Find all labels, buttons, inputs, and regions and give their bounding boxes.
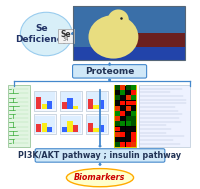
Bar <box>115 127 120 132</box>
Bar <box>120 127 125 132</box>
Bar <box>35 92 55 109</box>
Bar <box>120 85 125 90</box>
Text: Se
Deficiency: Se Deficiency <box>15 24 68 44</box>
Bar <box>62 102 67 109</box>
Ellipse shape <box>20 12 72 56</box>
Bar <box>131 127 136 132</box>
Bar <box>73 6 185 60</box>
Bar <box>115 142 120 147</box>
Bar <box>115 137 120 142</box>
Bar <box>88 99 93 109</box>
Bar <box>36 124 41 132</box>
Bar <box>120 142 125 147</box>
Bar <box>131 121 136 126</box>
Bar <box>88 123 93 132</box>
Bar <box>131 116 136 121</box>
Bar <box>131 111 136 116</box>
Bar <box>115 121 120 126</box>
Bar <box>93 128 99 132</box>
Bar <box>67 98 73 109</box>
Bar <box>131 101 136 105</box>
Text: PI3K/AKT pathway ; insulin pathway: PI3K/AKT pathway ; insulin pathway <box>18 151 182 160</box>
FancyBboxPatch shape <box>58 29 74 43</box>
Bar <box>126 127 131 132</box>
Bar <box>115 132 120 137</box>
Bar <box>115 106 120 111</box>
Bar <box>61 116 81 133</box>
Bar <box>126 132 131 137</box>
Bar <box>34 114 56 134</box>
Text: Proteome: Proteome <box>85 67 134 76</box>
Bar <box>120 137 125 142</box>
Circle shape <box>108 9 129 30</box>
Bar <box>120 95 125 100</box>
Bar <box>115 90 120 95</box>
Bar <box>115 85 120 90</box>
Bar <box>114 85 136 147</box>
FancyBboxPatch shape <box>73 65 147 78</box>
Bar <box>60 114 82 134</box>
Bar <box>126 101 131 105</box>
Bar <box>73 47 185 60</box>
Bar <box>87 92 107 109</box>
Bar <box>120 121 125 126</box>
Bar <box>126 137 131 142</box>
Bar <box>73 106 78 109</box>
Bar <box>87 116 107 133</box>
Bar <box>99 100 104 109</box>
Bar <box>120 132 125 137</box>
Bar <box>126 90 131 95</box>
Bar <box>126 95 131 100</box>
Bar <box>115 101 120 105</box>
Text: 34: 34 <box>63 37 69 42</box>
Bar <box>131 106 136 111</box>
Bar <box>135 33 185 60</box>
Bar <box>126 121 131 126</box>
Bar <box>42 123 47 132</box>
Bar <box>131 90 136 95</box>
Bar <box>126 142 131 147</box>
Ellipse shape <box>66 169 134 187</box>
Bar <box>115 95 120 100</box>
Bar <box>131 95 136 100</box>
Bar <box>73 6 185 60</box>
Bar <box>131 142 136 147</box>
Bar <box>131 132 136 137</box>
Bar <box>115 116 120 121</box>
Bar <box>120 90 125 95</box>
Bar <box>93 105 99 109</box>
Bar <box>126 116 131 121</box>
Bar <box>126 106 131 111</box>
Bar <box>35 116 55 133</box>
Bar <box>131 85 136 90</box>
Bar <box>86 114 108 134</box>
Bar <box>61 92 81 109</box>
Bar <box>131 137 136 142</box>
Text: Biomarkers: Biomarkers <box>74 173 126 182</box>
Bar <box>126 85 131 90</box>
Bar <box>120 106 125 111</box>
Bar <box>120 116 125 121</box>
Bar <box>47 127 52 132</box>
Text: Se: Se <box>61 30 71 39</box>
Bar <box>99 125 104 132</box>
Bar <box>67 121 73 132</box>
Bar <box>86 91 108 111</box>
FancyBboxPatch shape <box>35 149 165 162</box>
Bar <box>120 101 125 105</box>
Bar <box>8 85 30 147</box>
Bar <box>126 111 131 116</box>
Ellipse shape <box>88 15 138 59</box>
Bar <box>34 91 56 111</box>
Bar <box>42 104 47 109</box>
Bar <box>73 125 78 132</box>
Bar <box>60 91 82 111</box>
Bar <box>62 127 67 132</box>
Bar <box>36 97 41 109</box>
Bar <box>47 101 52 109</box>
Bar <box>120 111 125 116</box>
Bar <box>115 111 120 116</box>
Bar <box>139 85 190 147</box>
